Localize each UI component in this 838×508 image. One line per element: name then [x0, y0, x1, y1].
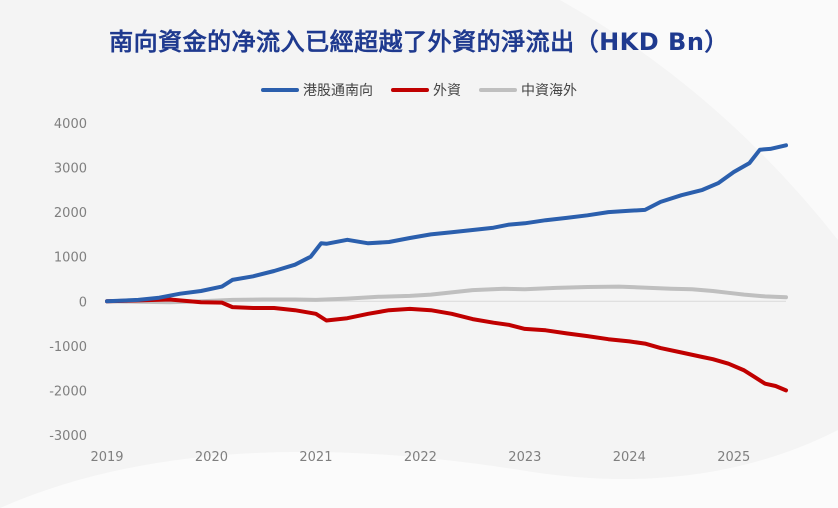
chart-title: 南向資金的净流入已經超越了外資的淨流出（HKD Bn） — [109, 28, 729, 56]
x-tick-label: 2020 — [195, 450, 228, 465]
x-tick-label: 2025 — [717, 450, 750, 465]
series-line-southbound — [105, 143, 788, 304]
chart-lines — [105, 143, 788, 393]
legend-swatch-chinese-overseas — [479, 88, 517, 92]
legend: 港股通南向 外資 中資海外 — [0, 80, 838, 100]
y-tick-label: 2000 — [54, 206, 87, 221]
legend-item-foreign: 外資 — [391, 80, 461, 100]
legend-swatch-southbound — [261, 88, 299, 92]
y-tick-label: 1000 — [54, 251, 87, 266]
y-tick-label: 4000 — [54, 117, 87, 132]
x-tick-label: 2024 — [613, 450, 646, 465]
y-tick-label: -2000 — [49, 384, 87, 399]
legend-label-southbound: 港股通南向 — [303, 83, 373, 99]
legend-label-chinese-overseas: 中資海外 — [521, 83, 577, 99]
x-tick-label: 2023 — [508, 450, 541, 465]
y-tick-label: -3000 — [49, 429, 87, 444]
y-tick-label: 3000 — [54, 162, 87, 177]
legend-item-chinese-overseas: 中資海外 — [479, 80, 577, 100]
x-tick-label: 2019 — [90, 450, 123, 465]
series-line-foreign — [105, 297, 788, 393]
legend-item-southbound: 港股通南向 — [261, 80, 373, 100]
legend-label-foreign: 外資 — [433, 83, 461, 99]
legend-swatch-foreign — [391, 88, 429, 92]
y-tick-label: -1000 — [49, 340, 87, 355]
x-tick-label: 2022 — [404, 450, 437, 465]
series-line-chinese-overseas — [105, 284, 788, 305]
x-tick-label: 2021 — [299, 450, 332, 465]
y-tick-label: 0 — [79, 295, 87, 310]
